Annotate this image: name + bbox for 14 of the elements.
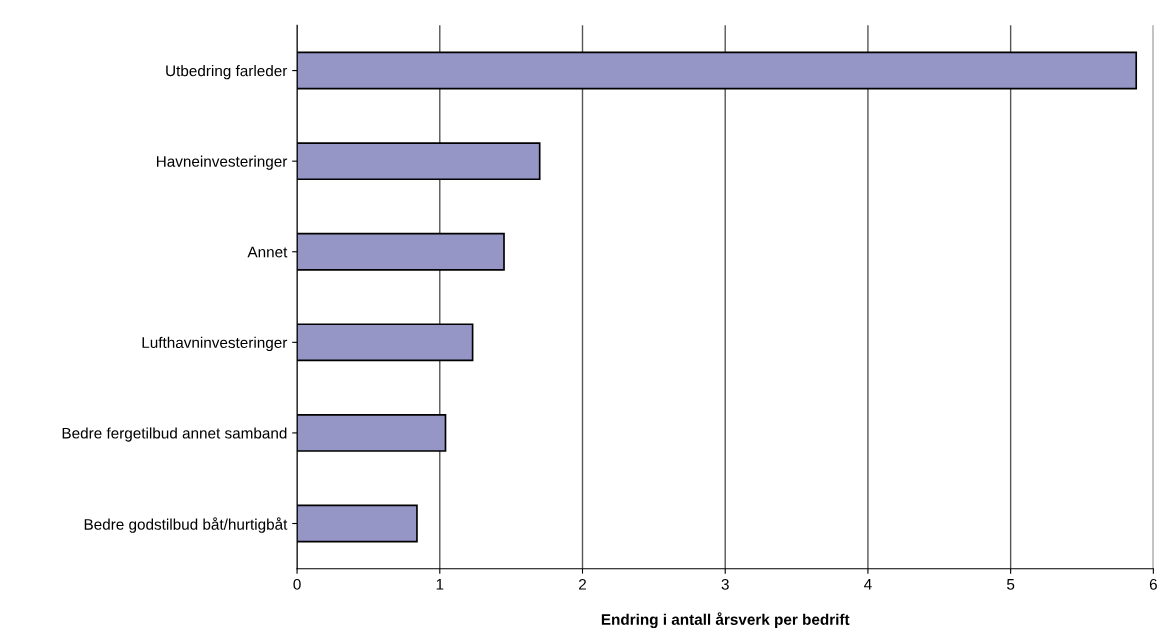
x-tick-label: 1: [436, 579, 444, 590]
y-tick-label: Havneinvesteringer: [156, 155, 288, 170]
x-tick-label: 4: [864, 579, 872, 590]
y-tick-label: Lufthavninvesteringer: [142, 336, 288, 352]
y-tick-label: Bedre godstilbud båt/hurtigbåt: [84, 517, 288, 533]
y-tick-label: Bedre fergetilbud annet samband: [62, 427, 287, 442]
x-tick-label: 5: [1007, 579, 1015, 590]
x-tick-label: 2: [579, 578, 586, 590]
y-tick-label: Utbedring farleder: [166, 65, 288, 80]
x-tick-label: 6: [1149, 578, 1157, 590]
x-tick-label: 0: [293, 578, 301, 590]
x-axis-title: Endring i antall årsverk per bedrift: [601, 612, 850, 629]
x-tick-label: 3: [721, 578, 729, 590]
y-tick-label: Annet: [247, 246, 288, 258]
